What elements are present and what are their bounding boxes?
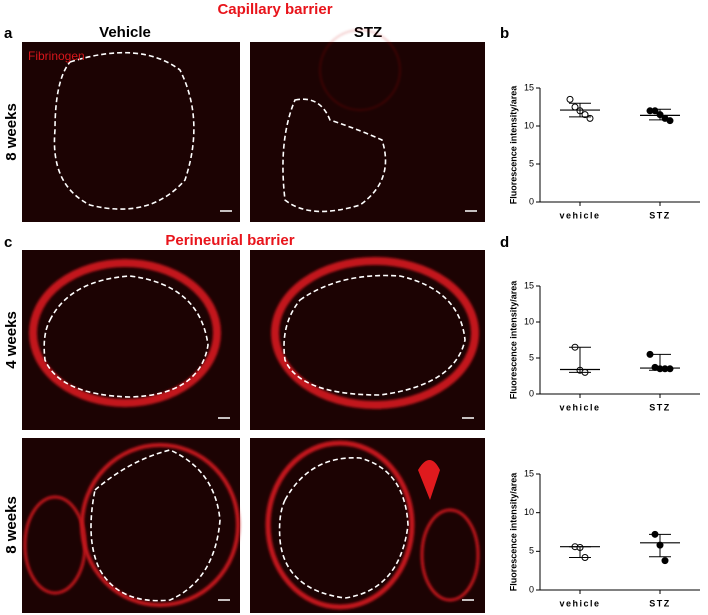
row-label: 8 weeks — [3, 496, 20, 554]
micrograph — [250, 438, 485, 613]
data-point — [666, 117, 674, 125]
data-point — [661, 557, 669, 565]
y-tick-label: 5 — [529, 546, 534, 556]
x-tick-label: STZ — [649, 402, 671, 412]
y-tick-label: 0 — [529, 196, 534, 206]
y-tick-label: 10 — [524, 507, 534, 517]
y-tick-label: 0 — [529, 388, 534, 398]
panel-label: b — [500, 25, 509, 42]
panel-label: d — [500, 234, 509, 251]
y-tick-label: 15 — [524, 82, 534, 92]
y-tick-label: 15 — [524, 280, 534, 290]
x-tick-label: STZ — [649, 210, 671, 220]
row-label: 4 weeks — [3, 311, 20, 369]
y-axis-label: Fluorescence intensity/area — [508, 280, 518, 400]
column-header: Vehicle — [99, 24, 151, 41]
data-point — [586, 114, 594, 122]
y-tick-label: 5 — [529, 352, 534, 362]
title-perineurial: Perineurial barrier — [165, 232, 294, 249]
title-capillary: Capillary barrier — [217, 1, 332, 18]
y-axis-label: Fluorescence intensity/area — [508, 472, 518, 592]
row-label: 8 weeks — [3, 103, 20, 161]
blob — [418, 460, 440, 500]
y-axis-label: Fluorescence intensity/area — [508, 85, 518, 205]
x-tick-label: vehicle — [559, 402, 600, 412]
data-point — [666, 365, 674, 373]
micrograph — [22, 42, 240, 222]
panel-label: c — [4, 234, 12, 251]
micrograph — [250, 29, 485, 222]
y-tick-label: 15 — [524, 468, 534, 478]
panel-label: a — [4, 25, 13, 42]
micrograph — [22, 438, 240, 613]
y-tick-label: 5 — [529, 158, 534, 168]
stain-label: Fibrinogen — [28, 49, 85, 63]
y-tick-label: 0 — [529, 584, 534, 594]
x-tick-label: STZ — [649, 598, 671, 608]
micrograph — [250, 250, 485, 430]
data-point — [566, 95, 574, 103]
y-tick-label: 10 — [524, 120, 534, 130]
y-tick-label: 10 — [524, 316, 534, 326]
column-header: STZ — [354, 24, 382, 41]
x-tick-label: vehicle — [559, 598, 600, 608]
x-tick-label: vehicle — [559, 210, 600, 220]
data-point — [581, 111, 589, 119]
micrograph — [22, 250, 240, 430]
